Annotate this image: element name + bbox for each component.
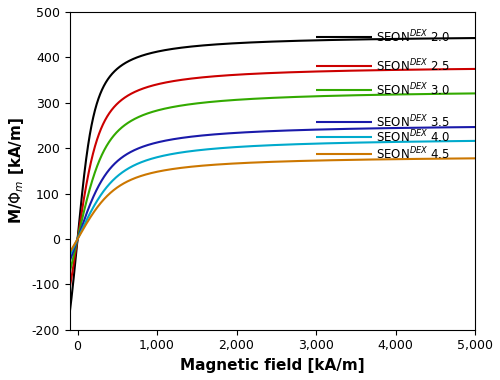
Text: SEON$^{DEX}$ 4.5: SEON$^{DEX}$ 4.5	[376, 145, 450, 162]
Text: SEON$^{DEX}$ 4.0: SEON$^{DEX}$ 4.0	[376, 128, 450, 145]
Text: SEON$^{DEX}$ 2.0: SEON$^{DEX}$ 2.0	[376, 28, 450, 45]
Text: SEON$^{DEX}$ 2.5: SEON$^{DEX}$ 2.5	[376, 58, 450, 75]
X-axis label: Magnetic field [kA/m]: Magnetic field [kA/m]	[180, 358, 364, 373]
Text: SEON$^{DEX}$ 3.5: SEON$^{DEX}$ 3.5	[376, 114, 450, 130]
Text: SEON$^{DEX}$ 3.0: SEON$^{DEX}$ 3.0	[376, 82, 450, 98]
Y-axis label: M/$\Phi_m$ [kA/m]: M/$\Phi_m$ [kA/m]	[7, 117, 26, 225]
